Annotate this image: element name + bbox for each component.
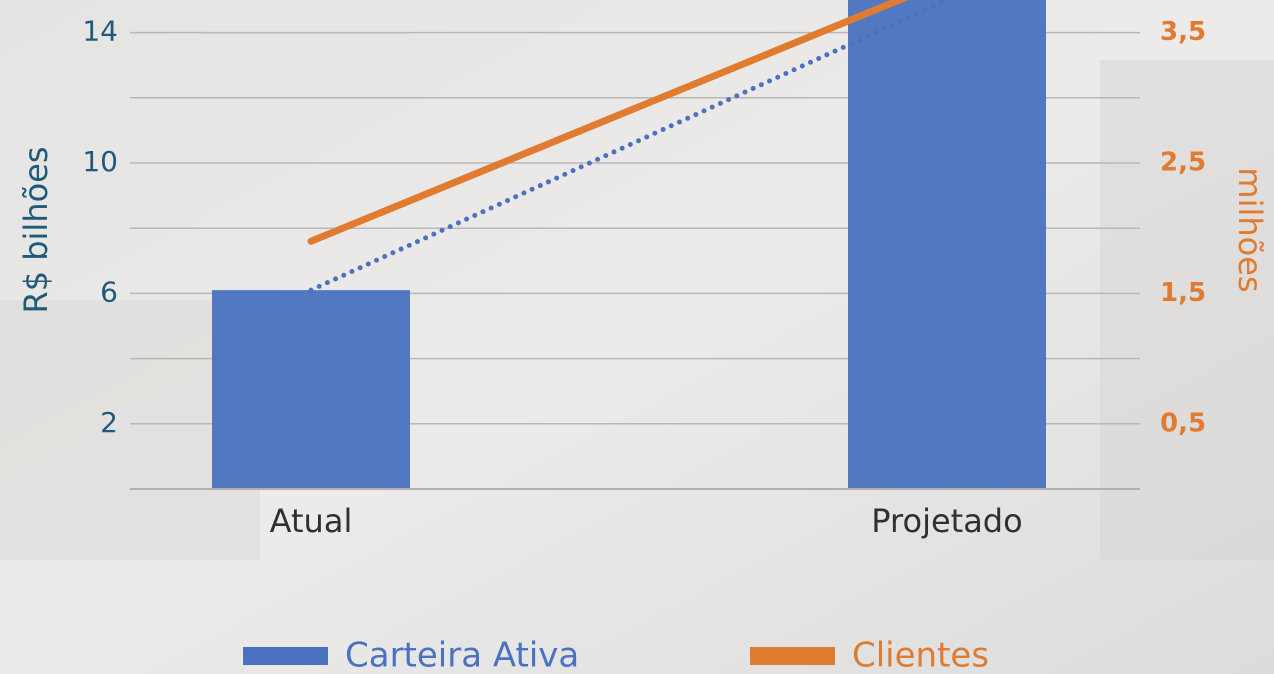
y-axis-title: R$ bilhões: [17, 146, 55, 313]
chart: R$ bilhões milhões 2 6 10 14 0,5 1,5 2,5 3,5 Atu…: [0, 0, 1274, 674]
y2-tick-label: 3,5: [1160, 17, 1206, 47]
y-tick-label: 14: [82, 15, 118, 48]
bar: [212, 290, 410, 489]
y-tick-label: 6: [100, 275, 118, 308]
legend-label: Clientes: [852, 636, 989, 674]
y2-tick-label: 0,5: [1160, 408, 1206, 438]
background-texture: [1100, 60, 1274, 560]
y-tick-label: 2: [100, 406, 118, 439]
bar: [848, 0, 1046, 489]
x-tick-label: Projetado: [871, 502, 1022, 540]
legend-label: Carteira Ativa: [345, 636, 579, 674]
x-tick-label: Atual: [270, 502, 353, 540]
y2-axis-title: milhões: [1231, 167, 1269, 292]
y2-tick-label: 1,5: [1160, 278, 1206, 308]
y2-tick-label: 2,5: [1160, 148, 1206, 178]
y-tick-label: 10: [82, 145, 118, 178]
legend-swatch: [243, 647, 328, 665]
legend-swatch: [750, 647, 835, 665]
